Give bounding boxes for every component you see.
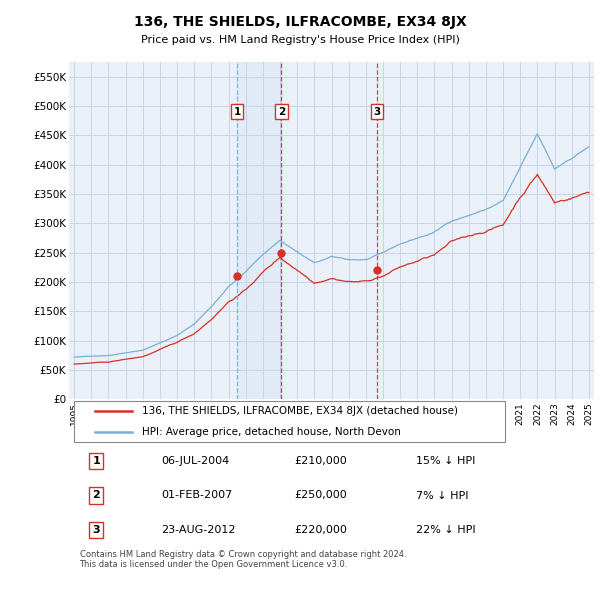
Text: £250,000: £250,000 xyxy=(295,490,347,500)
Text: £220,000: £220,000 xyxy=(295,525,347,535)
Text: 23-AUG-2012: 23-AUG-2012 xyxy=(161,525,235,535)
Text: HPI: Average price, detached house, North Devon: HPI: Average price, detached house, Nort… xyxy=(143,427,401,437)
Text: Contains HM Land Registry data © Crown copyright and database right 2024.
This d: Contains HM Land Registry data © Crown c… xyxy=(79,549,406,569)
Text: 15% ↓ HPI: 15% ↓ HPI xyxy=(415,456,475,466)
FancyBboxPatch shape xyxy=(74,401,505,442)
Text: 22% ↓ HPI: 22% ↓ HPI xyxy=(415,525,475,535)
Text: 06-JUL-2004: 06-JUL-2004 xyxy=(161,456,229,466)
Text: 3: 3 xyxy=(373,107,380,117)
Text: Price paid vs. HM Land Registry's House Price Index (HPI): Price paid vs. HM Land Registry's House … xyxy=(140,35,460,45)
Bar xyxy=(237,62,281,399)
Text: 2: 2 xyxy=(92,490,100,500)
Text: 1: 1 xyxy=(233,107,241,117)
Text: 7% ↓ HPI: 7% ↓ HPI xyxy=(415,490,468,500)
Text: 01-FEB-2007: 01-FEB-2007 xyxy=(161,490,232,500)
Text: 3: 3 xyxy=(92,525,100,535)
Text: 136, THE SHIELDS, ILFRACOMBE, EX34 8JX: 136, THE SHIELDS, ILFRACOMBE, EX34 8JX xyxy=(134,15,466,30)
Text: 136, THE SHIELDS, ILFRACOMBE, EX34 8JX (detached house): 136, THE SHIELDS, ILFRACOMBE, EX34 8JX (… xyxy=(143,407,458,417)
Text: 2: 2 xyxy=(278,107,285,117)
Text: £210,000: £210,000 xyxy=(295,456,347,466)
Text: 1: 1 xyxy=(92,456,100,466)
